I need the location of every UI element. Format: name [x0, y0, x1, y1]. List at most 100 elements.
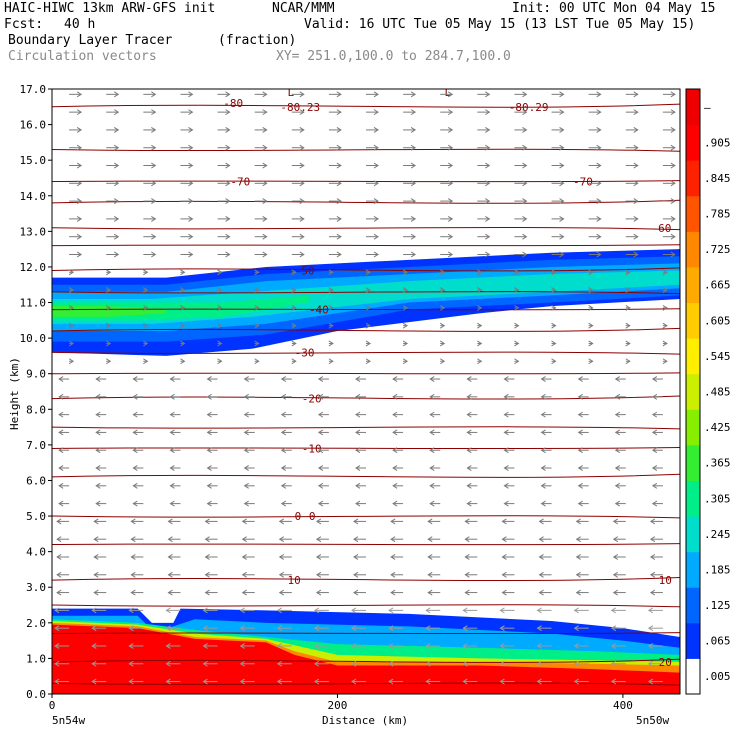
- vector-head: [95, 411, 101, 418]
- vector-head: [596, 215, 602, 222]
- vector-head: [425, 678, 431, 685]
- colorbar-swatch: [686, 658, 700, 695]
- vector-head: [577, 411, 583, 418]
- vector-head: [388, 625, 394, 632]
- colorbar-swatch: [686, 231, 700, 268]
- vector-head: [206, 411, 212, 418]
- vector-head: [167, 554, 173, 560]
- vector-head: [351, 643, 357, 649]
- vector-head: [299, 233, 305, 240]
- vector-head: [573, 660, 579, 667]
- vector-head: [390, 536, 396, 543]
- vector-head: [204, 536, 210, 543]
- vector-head: [76, 91, 83, 98]
- vector-head: [130, 589, 136, 596]
- vector-head: [499, 660, 505, 667]
- vector-head: [466, 411, 472, 418]
- vector-head: [262, 91, 268, 98]
- vector-head: [291, 304, 297, 311]
- vector-head: [278, 571, 285, 578]
- vector-head: [447, 162, 454, 169]
- vector-head: [447, 251, 454, 258]
- vector-head: [278, 554, 285, 560]
- vector-head: [280, 500, 287, 507]
- vector-head: [280, 393, 287, 400]
- vector-head: [373, 251, 379, 258]
- vector-head: [425, 643, 431, 649]
- vector-head: [180, 358, 186, 365]
- colorbar-swatch: [686, 124, 700, 161]
- vector-head: [132, 376, 138, 382]
- vector-head: [313, 678, 320, 685]
- vector-head: [206, 482, 212, 489]
- y-tick-label: 4.0: [26, 546, 46, 559]
- vector-head: [202, 625, 208, 632]
- model-title: HAIC-HIWC 13km ARW-GFS init: [4, 1, 216, 16]
- temperature-contour: [52, 447, 680, 450]
- vector-head: [596, 91, 602, 98]
- vector-head: [610, 625, 617, 632]
- vector-head: [317, 411, 324, 418]
- contour-label: 10: [288, 574, 301, 587]
- y-tick-label: 6.0: [26, 474, 46, 487]
- vector-head: [132, 482, 138, 489]
- vector-head: [410, 180, 417, 187]
- y-tick-label: 14.0: [20, 190, 47, 203]
- vector-head: [447, 198, 454, 205]
- vector-head: [559, 198, 565, 205]
- vector-head: [559, 91, 565, 98]
- vector-head: [243, 500, 249, 507]
- vector-head: [662, 322, 668, 329]
- circulation-vectors: [54, 91, 676, 685]
- vector-head: [540, 411, 546, 418]
- vector-head: [188, 109, 194, 116]
- vector-head: [328, 287, 334, 293]
- vector-head: [188, 91, 194, 98]
- vector-head: [132, 411, 138, 418]
- vector-head: [128, 678, 134, 685]
- contour-label: 10: [659, 574, 672, 587]
- vector-head: [651, 482, 658, 489]
- vector-head: [425, 625, 431, 632]
- vector-head: [373, 215, 379, 222]
- vector-head: [206, 393, 212, 400]
- vector-head: [633, 162, 639, 169]
- vector-head: [132, 500, 138, 507]
- vector-head: [392, 393, 398, 400]
- vector-head: [670, 180, 676, 187]
- vector-head: [596, 198, 602, 205]
- vector-head: [353, 571, 359, 578]
- contour-label: -20: [302, 393, 322, 406]
- vector-head: [514, 358, 520, 365]
- vector-head: [76, 109, 83, 116]
- vector-head: [353, 589, 359, 596]
- vector-head: [429, 500, 435, 507]
- vector-head: [522, 198, 528, 205]
- vector-head: [95, 465, 101, 471]
- vector-head: [536, 625, 542, 632]
- vector-head: [313, 625, 320, 632]
- vector-head: [514, 340, 520, 347]
- vector-head: [633, 215, 639, 222]
- vector-head: [336, 91, 342, 98]
- vector-head: [466, 447, 472, 454]
- vector-head: [54, 643, 60, 649]
- vector-head: [612, 589, 619, 596]
- vector-head: [540, 376, 546, 382]
- vectors-label: Circulation vectors: [8, 49, 157, 64]
- vector-head: [280, 482, 287, 489]
- vector-head: [113, 215, 120, 222]
- vector-head: [151, 144, 157, 151]
- vector-head: [169, 411, 175, 418]
- vector-head: [351, 607, 357, 614]
- colorbar-label: .605: [704, 314, 731, 327]
- vector-head: [462, 678, 468, 685]
- vector-head: [410, 127, 417, 133]
- vector-head: [577, 429, 583, 436]
- vector-head: [633, 198, 639, 205]
- x-axis: 0 200 400: [49, 694, 633, 712]
- vector-head: [485, 233, 491, 240]
- vector-head: [466, 500, 472, 507]
- vector-head: [425, 660, 431, 667]
